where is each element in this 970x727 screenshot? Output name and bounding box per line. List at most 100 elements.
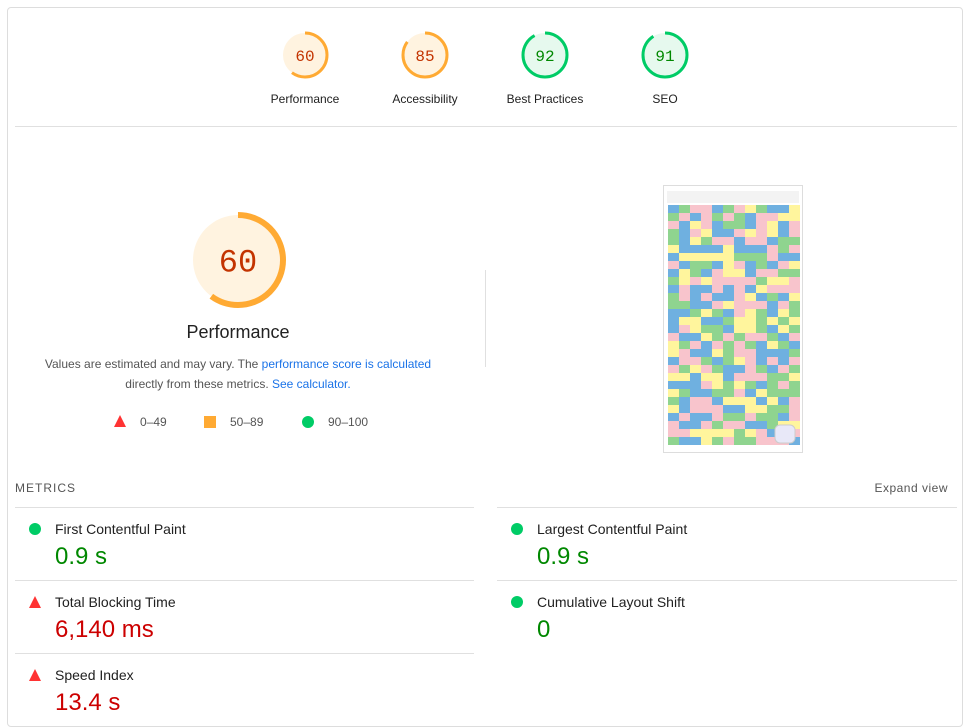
- cell: [745, 245, 756, 253]
- gauge-arc: [521, 31, 569, 79]
- cell: [745, 405, 756, 413]
- cell: [756, 381, 767, 389]
- cell: [756, 397, 767, 405]
- link[interactable]: performance score is calculated: [261, 357, 432, 371]
- cell: [668, 357, 679, 365]
- cell: [668, 429, 679, 437]
- cell: [756, 237, 767, 245]
- metric-label: Largest Contentful Paint: [537, 521, 688, 537]
- expand-view[interactable]: Expand view: [874, 481, 948, 495]
- cell: [756, 317, 767, 325]
- cell: [701, 429, 712, 437]
- cell: [745, 429, 756, 437]
- cell: [690, 253, 701, 261]
- cell: [756, 261, 767, 269]
- cell: [690, 421, 701, 429]
- cell: [745, 365, 756, 373]
- cell: [690, 429, 701, 437]
- cell: [745, 229, 756, 237]
- cell: [778, 221, 789, 229]
- cell: [701, 285, 712, 293]
- cell: [701, 405, 712, 413]
- cell: [767, 413, 778, 421]
- cell: [734, 221, 745, 229]
- cell: [789, 381, 800, 389]
- cell: [734, 381, 745, 389]
- cell: [690, 413, 701, 421]
- link[interactable]: See calculator.: [271, 377, 351, 391]
- cell: [778, 413, 789, 421]
- cell: [679, 253, 690, 261]
- cell: [712, 261, 723, 269]
- gauge-label: SEO: [652, 92, 678, 106]
- cell: [745, 341, 756, 349]
- cell: [767, 365, 778, 373]
- cell: [690, 277, 701, 285]
- cell: [734, 237, 745, 245]
- cell: [778, 341, 789, 349]
- cell: [679, 237, 690, 245]
- cell: [756, 341, 767, 349]
- metric-value: 0: [537, 616, 551, 643]
- cell: [679, 405, 690, 413]
- cell: [734, 301, 745, 309]
- toolbar: [667, 191, 799, 203]
- cell: [789, 341, 800, 349]
- cell: [734, 405, 745, 413]
- cell: [734, 269, 745, 277]
- cell: [778, 245, 789, 253]
- gauge-arc: [641, 31, 689, 79]
- cell: [767, 341, 778, 349]
- cell: [690, 285, 701, 293]
- cell: [723, 373, 734, 381]
- cell: [789, 397, 800, 405]
- cell: [734, 429, 745, 437]
- metric-value: 6,140 ms: [55, 616, 154, 643]
- cell: [767, 221, 778, 229]
- legend-icon-average: [204, 416, 216, 428]
- cell: [789, 389, 800, 397]
- gauge-bg: [193, 215, 283, 305]
- cell: [789, 205, 800, 213]
- cell: [723, 205, 734, 213]
- cell: [767, 397, 778, 405]
- cell: [778, 213, 789, 221]
- cell: [723, 301, 734, 309]
- cell: [756, 253, 767, 261]
- legend-label: 90–100: [328, 415, 369, 429]
- pass-icon: [511, 523, 523, 535]
- cell: [701, 333, 712, 341]
- cell: [690, 301, 701, 309]
- metrics-heading: METRICS: [15, 481, 76, 495]
- cell: [679, 333, 690, 341]
- metric-icon: [29, 523, 41, 535]
- cell: [723, 333, 734, 341]
- cell: [734, 421, 745, 429]
- cell: [756, 437, 767, 445]
- cell: [745, 205, 756, 213]
- cell: [789, 277, 800, 285]
- cell: [778, 333, 789, 341]
- cell: [712, 277, 723, 285]
- cell: [756, 229, 767, 237]
- cell: [734, 349, 745, 357]
- cell: [745, 277, 756, 285]
- cell: [679, 221, 690, 229]
- cell: [778, 253, 789, 261]
- cell: [690, 229, 701, 237]
- cell: [712, 381, 723, 389]
- cell: [745, 285, 756, 293]
- cell: [789, 413, 800, 421]
- cell: [767, 381, 778, 389]
- cell: [679, 245, 690, 253]
- cell: [668, 365, 679, 373]
- cell: [723, 397, 734, 405]
- cell: [756, 373, 767, 381]
- cell: [712, 325, 723, 333]
- cell: [712, 413, 723, 421]
- cell: [679, 301, 690, 309]
- cell: [690, 325, 701, 333]
- cell: [756, 325, 767, 333]
- cell: [756, 357, 767, 365]
- cell: [778, 373, 789, 381]
